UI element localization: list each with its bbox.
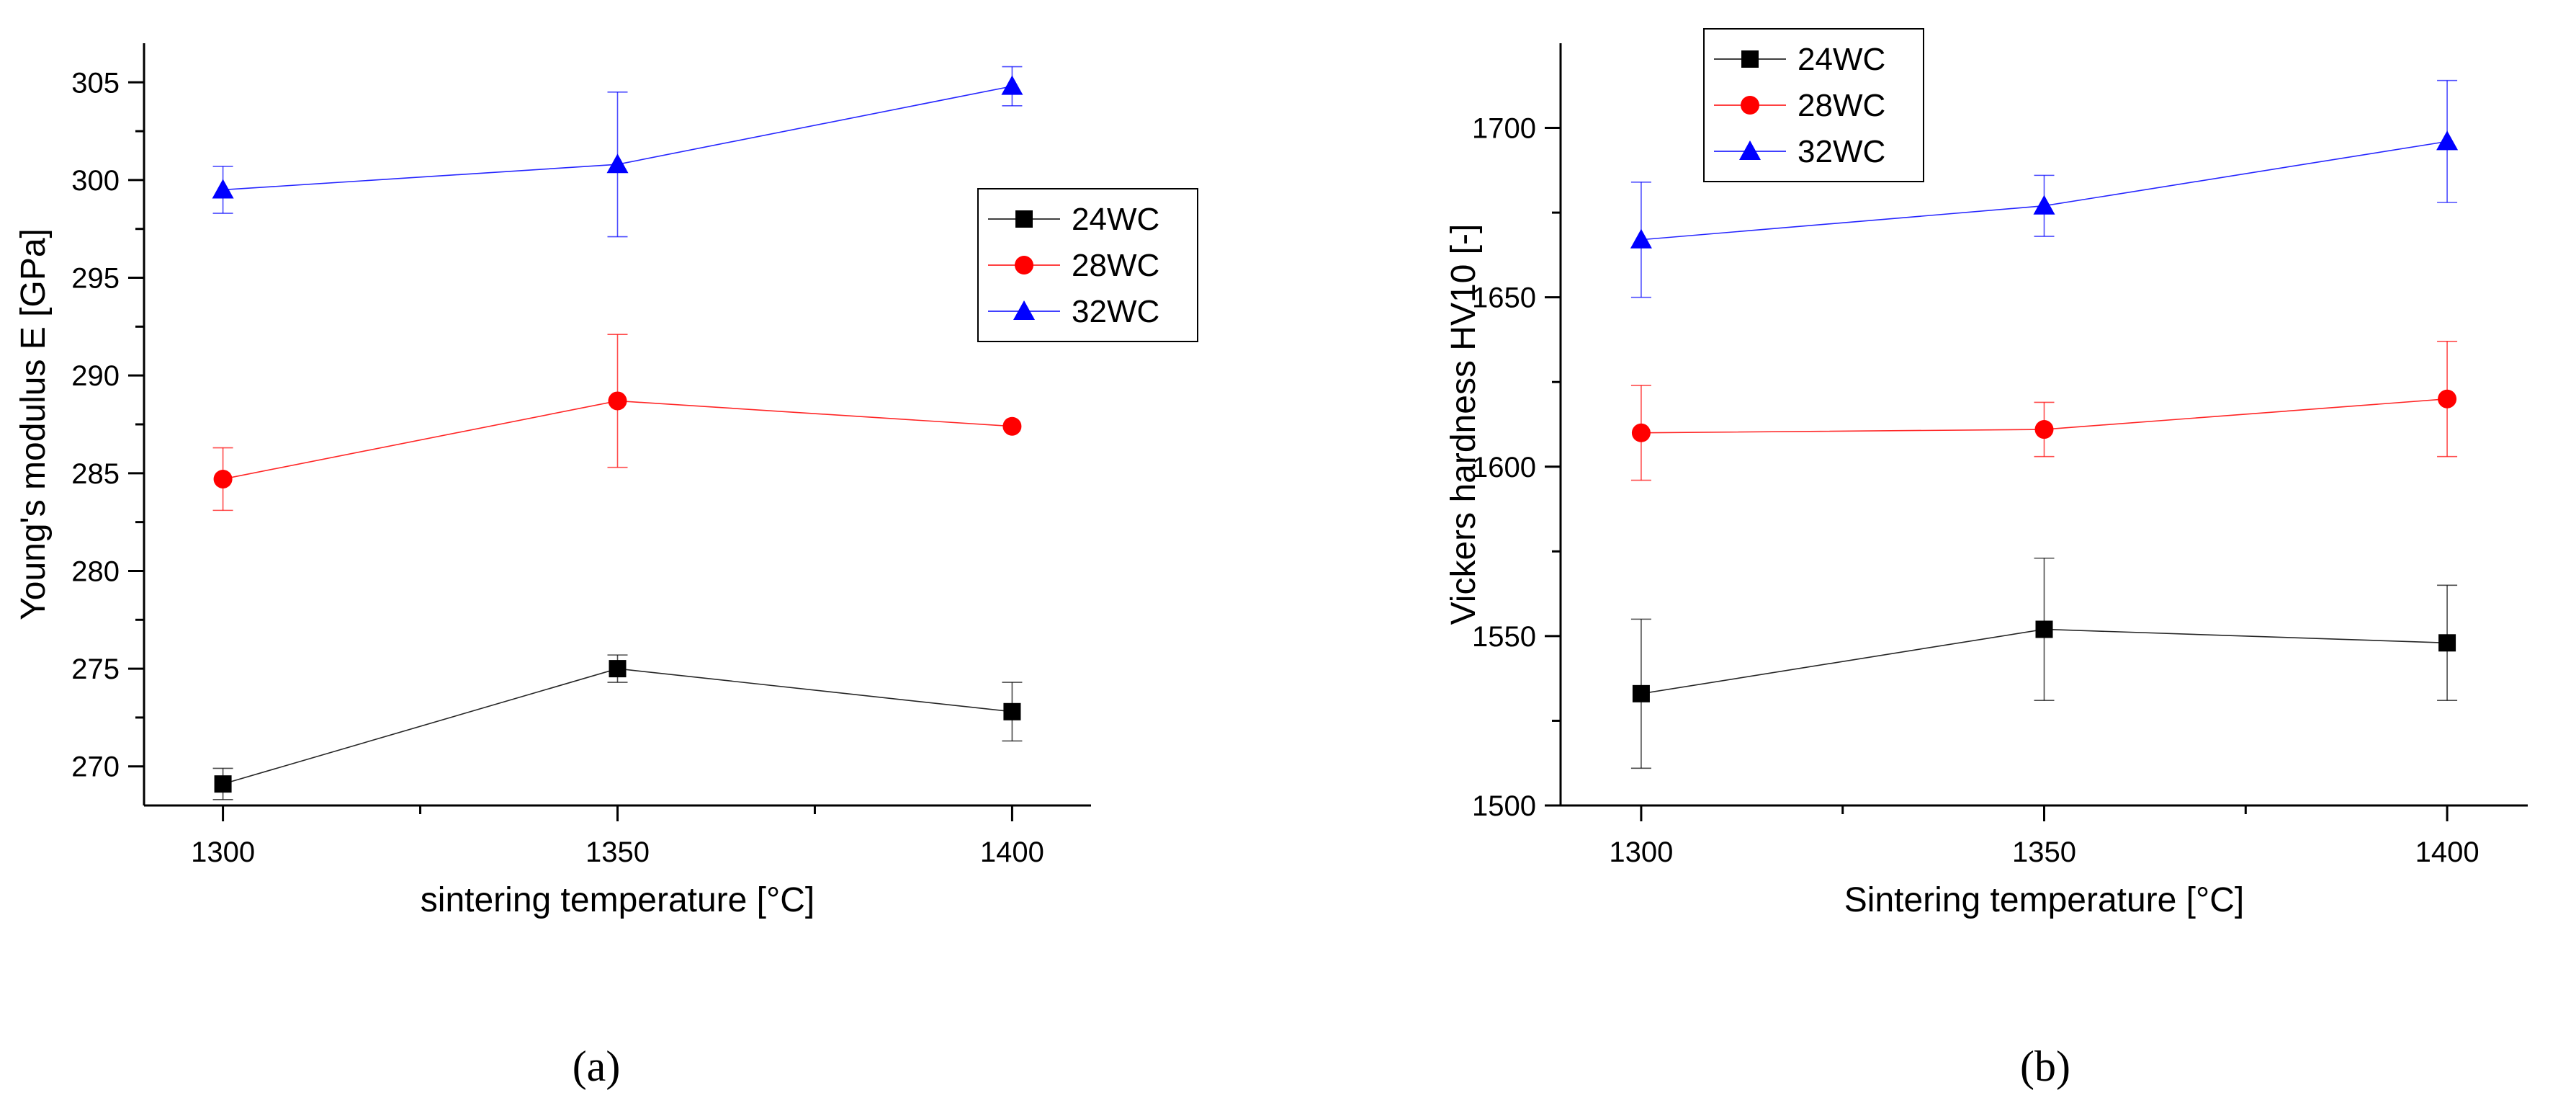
y-tick-label: 305	[71, 67, 120, 99]
data-point	[606, 153, 629, 174]
y-tick-label: 285	[71, 458, 120, 490]
series-32WC	[212, 66, 1023, 238]
data-point	[212, 179, 234, 199]
data-point	[2438, 389, 2457, 409]
data-point	[1632, 684, 1650, 702]
x-tick-label: 1350	[2012, 836, 2076, 868]
y-tick-label: 270	[71, 751, 120, 783]
panel-caption: (a)	[573, 1043, 621, 1090]
y-tick-label: 1650	[1472, 282, 1536, 314]
legend-label: 32WC	[1072, 294, 1159, 329]
y-tick-label: 295	[71, 263, 120, 295]
legend-label: 28WC	[1072, 248, 1159, 283]
data-point	[1001, 75, 1023, 95]
legend-label: 28WC	[1798, 88, 1885, 123]
y-tick-label: 275	[71, 653, 120, 685]
legend: 24WC 28WC 32WC	[977, 188, 1198, 342]
y-tick-label: 1700	[1472, 113, 1536, 145]
data-point	[1002, 416, 1022, 436]
y-tick-label: 300	[71, 165, 120, 197]
data-point	[2033, 195, 2055, 215]
data-point	[2436, 130, 2459, 151]
data-point	[2034, 420, 2054, 439]
legend-marker	[1741, 50, 1759, 68]
legend-marker	[1013, 300, 1035, 320]
data-point	[1003, 702, 1021, 720]
y-axis-title: Young's modulus E [GPa]	[14, 228, 53, 620]
y-tick-label: 1500	[1472, 790, 1536, 822]
legend-marker	[1015, 256, 1033, 274]
data-point	[1630, 228, 1652, 249]
y-tick-label: 1600	[1472, 452, 1536, 483]
legend-label: 24WC	[1072, 202, 1159, 237]
series-line	[223, 668, 1013, 785]
x-tick-label: 1400	[980, 836, 1044, 868]
data-point	[2035, 620, 2053, 638]
data-point	[609, 660, 627, 678]
y-tick-label: 280	[71, 555, 120, 587]
data-point	[1631, 423, 1651, 442]
x-tick-label: 1400	[2415, 836, 2479, 868]
x-tick-label: 1300	[1609, 836, 1673, 868]
chart-panel-a: 270 275 280 285 290 295 300 305 1300 1350 1400 sint…	[14, 43, 1198, 1090]
legend-label: 24WC	[1798, 42, 1885, 77]
series-28WC	[1630, 340, 2458, 481]
chart-panel-b: 1500 1550 1600 1650 1700 1300 1350 1400 Sinterin…	[1445, 28, 2528, 1090]
y-tick-label: 290	[71, 360, 120, 392]
legend-marker	[1741, 96, 1759, 115]
x-axis-title: sintering temperature [°C]	[421, 881, 814, 919]
legend-label: 32WC	[1798, 134, 1885, 169]
series-24WC	[212, 654, 1023, 800]
data-point	[2438, 634, 2456, 652]
data-point	[213, 469, 233, 488]
legend-marker	[1739, 140, 1761, 160]
y-tick-label: 1550	[1472, 621, 1536, 653]
y-axis-title: Vickers hardness HV10 [-]	[1445, 224, 1483, 625]
data-point	[608, 391, 627, 411]
series-24WC	[1630, 557, 2458, 769]
series-28WC	[212, 334, 1022, 512]
x-tick-label: 1300	[191, 836, 255, 868]
series-32WC	[1630, 79, 2459, 298]
legend: 24WC 28WC 32WC	[1703, 28, 1924, 182]
x-axis-title: Sintering temperature [°C]	[1844, 881, 2244, 919]
panel-caption: (b)	[2020, 1043, 2070, 1090]
data-point	[214, 775, 232, 793]
legend-marker	[1015, 210, 1033, 228]
x-tick-label: 1350	[585, 836, 650, 868]
